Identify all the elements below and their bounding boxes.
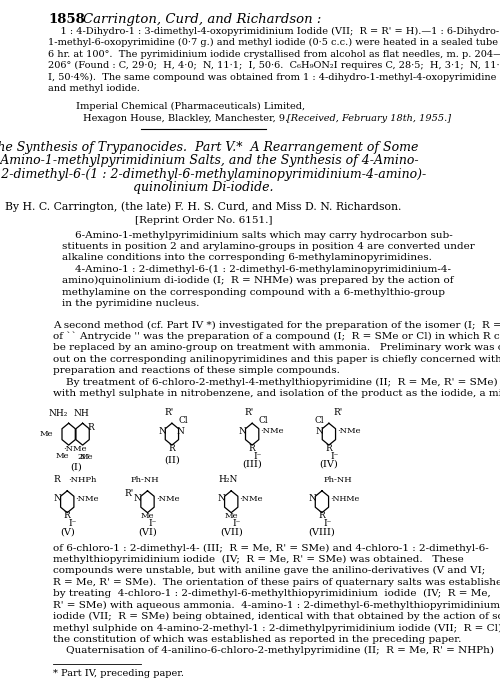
Text: R: R [318, 511, 326, 520]
Text: 1858: 1858 [48, 13, 85, 26]
Text: NH₂: NH₂ [48, 409, 68, 418]
Text: R: R [54, 475, 60, 484]
Text: ·NMe: ·NMe [240, 495, 263, 502]
Text: ·NMe: ·NMe [156, 495, 180, 502]
Text: ·NMe: ·NMe [338, 427, 361, 435]
Text: I⁻: I⁻ [254, 452, 262, 460]
Text: 2I⁻: 2I⁻ [78, 453, 90, 461]
Text: R': R' [124, 490, 134, 498]
Text: (I): (I) [70, 462, 82, 471]
Text: 6-Amino-1-methylpyrimidinium salts which may carry hydrocarbon sub-: 6-Amino-1-methylpyrimidinium salts which… [62, 230, 453, 240]
Text: out on the corresponding anilinopyrimidines and this paper is chiefly concerned : out on the corresponding anilinopyrimidi… [54, 354, 500, 364]
Text: R' = SMe) with aqueous ammonia.  4-amino-1 : 2-dimethyl-6-methylthiopyrimidinium: R' = SMe) with aqueous ammonia. 4-amino-… [54, 601, 500, 610]
Text: N: N [134, 494, 141, 503]
Text: ·NMe: ·NMe [260, 427, 284, 435]
Text: N: N [308, 494, 316, 503]
Text: N: N [315, 426, 323, 436]
Text: ·NMe: ·NMe [76, 495, 99, 502]
Text: compounds were unstable, but with aniline gave the anilino-derivatives (V and VI: compounds were unstable, but with anilin… [54, 566, 486, 575]
Text: I⁻: I⁻ [232, 519, 241, 528]
Text: in the pyrimidine nucleus.: in the pyrimidine nucleus. [62, 299, 200, 308]
Text: be replaced by an amino-group on treatment with ammonia.   Preliminary work was : be replaced by an amino-group on treatme… [54, 344, 500, 352]
Text: R = Me, R' = SMe).  The orientation of these pairs of quaternary salts was estab: R = Me, R' = SMe). The orientation of th… [54, 578, 500, 587]
Text: Imperial Chemical (Pharmaceuticals) Limited,: Imperial Chemical (Pharmaceuticals) Limi… [76, 103, 306, 111]
Text: Cl: Cl [315, 416, 324, 425]
Text: of 6-chloro-1 : 2-dimethyl-4- (III;  R = Me, R' = SMe) and 4-chloro-1 : 2-dimeth: of 6-chloro-1 : 2-dimethyl-4- (III; R = … [54, 543, 489, 553]
Text: I⁻: I⁻ [330, 452, 338, 460]
Text: 1-methyl-6-oxopyrimidine (0·7 g.) and methyl iodide (0·5 c.c.) were heated in a : 1-methyl-6-oxopyrimidine (0·7 g.) and me… [48, 38, 500, 48]
Text: R: R [88, 423, 94, 432]
Text: By treatment of 6-chloro-2-methyl-4-methylthiopyrimidine (II;  R = Me, R' = SMe): By treatment of 6-chloro-2-methyl-4-meth… [54, 378, 498, 386]
Text: H₂N: H₂N [218, 475, 238, 484]
Text: iodide (VII;  R = SMe) being obtained, identical with that obtained by the actio: iodide (VII; R = SMe) being obtained, id… [54, 612, 500, 621]
Text: (IV): (IV) [320, 460, 338, 469]
Text: [Received, February 18th, 1955.]: [Received, February 18th, 1955.] [287, 114, 451, 123]
Text: NH: NH [74, 409, 89, 418]
Text: R: R [168, 443, 175, 453]
Text: (V): (V) [60, 527, 74, 536]
Text: Cl: Cl [258, 416, 268, 425]
Text: methylthiopyrimidinium iodide  (IV;  R = Me, R' = SMe) was obtained.   These: methylthiopyrimidinium iodide (IV; R = M… [54, 555, 464, 564]
Text: R: R [249, 443, 256, 453]
Text: N: N [54, 494, 62, 503]
Text: R': R' [333, 408, 342, 417]
Text: amino)quinolinium di-iodide (I;  R = NHMe) was prepared by the action of: amino)quinolinium di-iodide (I; R = NHMe… [62, 276, 454, 285]
Text: R': R' [244, 408, 254, 417]
Text: ·NHMe: ·NHMe [330, 495, 360, 502]
Text: ·NMe: ·NMe [63, 445, 86, 453]
Text: N: N [176, 426, 184, 436]
Text: I, 50·4%).  The same compound was obtained from 1 : 4-dihydro-1-methyl-4-oxopyri: I, 50·4%). The same compound was obtaine… [48, 73, 497, 81]
Text: N: N [238, 426, 246, 436]
Text: The Synthesis of Trypanocides.  Part V.*  A Rearrangement of Some: The Synthesis of Trypanocides. Part V.* … [0, 141, 418, 154]
Text: with methyl sulphate in nitrobenzene, and isolation of the product as the iodide: with methyl sulphate in nitrobenzene, an… [54, 389, 500, 398]
Text: (III): (III) [242, 460, 262, 469]
Text: Me: Me [140, 512, 154, 519]
Text: ·NHPh: ·NHPh [68, 476, 96, 484]
Text: Hexagon House, Blackley, Manchester, 9.: Hexagon House, Blackley, Manchester, 9. [84, 114, 288, 123]
Text: I⁻: I⁻ [68, 519, 77, 528]
Text: (VIII): (VIII) [308, 527, 336, 536]
Text: preparation and reactions of these simple compounds.: preparation and reactions of these simpl… [54, 366, 340, 375]
Text: Me: Me [224, 512, 238, 519]
Text: the constitution of which was established as reported in the preceding paper.: the constitution of which was establishe… [54, 635, 462, 644]
Text: 6-Amino-1-methylpyrimidinium Salts, and the Synthesis of 4-Amino-: 6-Amino-1-methylpyrimidinium Salts, and … [0, 155, 418, 168]
Text: By H. C. Carrington, (the late) F. H. S. Curd, and Miss D. N. Richardson.: By H. C. Carrington, (the late) F. H. S.… [5, 202, 402, 213]
Text: N: N [218, 494, 226, 503]
Text: 4-Amino-1 : 2-dimethyl-6-(1 : 2-dimethyl-6-methylaminopyrimidinium-4-: 4-Amino-1 : 2-dimethyl-6-(1 : 2-dimethyl… [62, 265, 452, 274]
Text: Me: Me [80, 453, 93, 461]
Text: and methyl iodide.: and methyl iodide. [48, 84, 140, 93]
Text: Ph-NH: Ph-NH [324, 476, 352, 484]
Text: (VII): (VII) [220, 527, 242, 536]
Text: 206° (Found : C, 29·0;  H, 4·0;  N, 11·1;  I, 50·6.  C₆H₉ON₂I requires C, 28·5; : 206° (Found : C, 29·0; H, 4·0; N, 11·1; … [48, 61, 500, 70]
Text: (II): (II) [164, 456, 180, 464]
Text: Quaternisation of 4-anilino-6-chloro-2-methylpyrimidine (II;  R = Me, R' = NHPh): Quaternisation of 4-anilino-6-chloro-2-m… [54, 646, 494, 655]
Text: R': R' [164, 408, 173, 417]
Text: N: N [158, 426, 166, 436]
Text: Carrington, Curd, and Richardson :: Carrington, Curd, and Richardson : [82, 13, 321, 26]
Text: by treating  4-chloro-1 : 2-dimethyl-6-methylthiopyrimidinium  iodide  (IV;  R =: by treating 4-chloro-1 : 2-dimethyl-6-me… [54, 589, 491, 598]
Text: Cl: Cl [178, 416, 188, 425]
Text: Ph-NH: Ph-NH [130, 476, 159, 484]
Text: methylamine on the corresponding compound with a 6-methylthio-group: methylamine on the corresponding compoun… [62, 288, 446, 297]
Text: quinolinium Di-iodide.: quinolinium Di-iodide. [133, 181, 274, 194]
Text: * Part IV, preceding paper.: * Part IV, preceding paper. [54, 669, 184, 678]
Text: R: R [326, 443, 332, 453]
Text: [Reprint Order No. 6151.]: [Reprint Order No. 6151.] [134, 216, 272, 225]
Text: 6 hr. at 100°.  The pyrimidinium iodide crystallised from alcohol as flat needle: 6 hr. at 100°. The pyrimidinium iodide c… [48, 50, 500, 58]
Text: alkaline conditions into the corresponding 6-methylaminopyrimidines.: alkaline conditions into the correspondi… [62, 253, 432, 262]
Text: (VI): (VI) [138, 527, 157, 536]
Text: A second method (cf. Part IV *) investigated for the preparation of the isomer (: A second method (cf. Part IV *) investig… [54, 320, 500, 329]
Text: I⁻: I⁻ [324, 519, 332, 528]
Text: 1 : 4-Dihydro-1 : 3-dimethyl-4-oxopyrimidinium Iodide (VII;  R = R' = H).—1 : 6-: 1 : 4-Dihydro-1 : 3-dimethyl-4-oxopyrimi… [48, 27, 500, 36]
Text: 1 : 2-dimethyl-6-(1 : 2-dimethyl-6-methylaminopyrimidinium-4-amino)-: 1 : 2-dimethyl-6-(1 : 2-dimethyl-6-methy… [0, 168, 426, 181]
Text: Me: Me [39, 430, 52, 438]
Text: I⁻: I⁻ [149, 519, 158, 528]
Text: of `` Antrycide '' was the preparation of a compound (I;  R = SMe or Cl) in whic: of `` Antrycide '' was the preparation o… [54, 332, 500, 342]
Text: stituents in position 2 and arylamino-groups in position 4 are converted under: stituents in position 2 and arylamino-gr… [62, 242, 475, 251]
Text: R: R [64, 511, 70, 520]
Text: methyl sulphide on 4-amino-2-methyl-1 : 2-dimethylpyrimidinium iodide (VII;  R =: methyl sulphide on 4-amino-2-methyl-1 : … [54, 623, 500, 633]
Text: Me: Me [56, 452, 69, 460]
